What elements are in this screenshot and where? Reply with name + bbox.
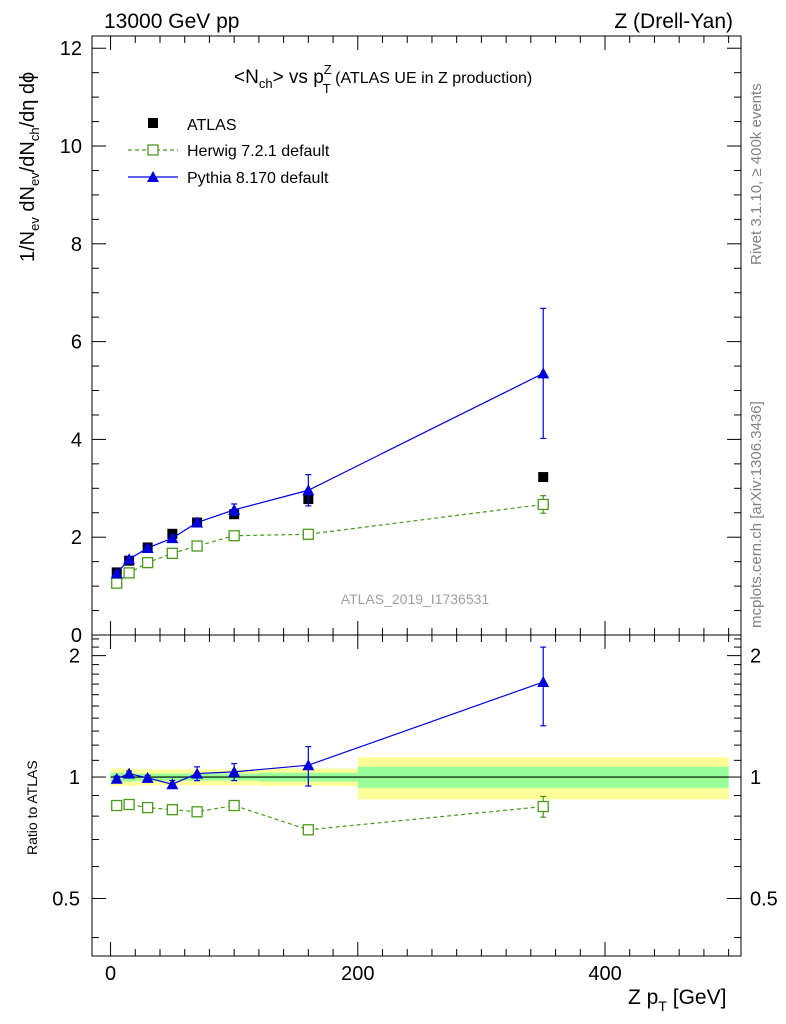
ratio-point-pythia-8-170-default-5 (228, 765, 241, 777)
ratio-plot-layer (110, 646, 729, 836)
main-point-pythia-8-170-default-5 (228, 503, 241, 515)
ratio-point-pythia-8-170-default-7 (537, 676, 550, 688)
legend-label-atlas: ATLAS (187, 117, 237, 134)
ratio-point-pythia-8-170-default-6 (302, 759, 315, 771)
main-line-pythia-8-170-default (116, 372, 544, 574)
ratio-line-herwig-7-2-1-default (116, 803, 544, 831)
xlabel-unit: [GeV] (667, 986, 727, 1009)
title-vs: > vs p (273, 67, 324, 88)
xlabel-sub: T (658, 998, 667, 1014)
legend-label-pythia: Pythia 8.170 default (187, 170, 329, 187)
x-tick-label-400: 400 (588, 963, 621, 985)
title-ch-sub: ch (259, 76, 273, 91)
main-plot-layer (110, 307, 550, 589)
ylabel-rest: /dη dϕ (17, 72, 39, 128)
main-point-pythia-8-170-default-0 (110, 567, 123, 579)
ratio-y-tick-label-left-2: 2 (69, 646, 80, 668)
main-point-herwig-7-2-1-default-7 (537, 498, 549, 511)
main-y-tick-label-6: 6 (71, 332, 82, 354)
title-z-sup: Z (324, 62, 332, 77)
main-point-herwig-7-2-1-default-6 (302, 528, 314, 540)
ratio-point-pythia-8-170-default-3 (166, 778, 179, 790)
main-point-herwig-7-2-1-default-5 (228, 530, 240, 542)
legend-label-herwig: Herwig 7.2.1 default (187, 143, 330, 160)
ratio-point-herwig-7-2-1-default-4 (191, 806, 203, 818)
main-y-tick-label-8: 8 (71, 234, 82, 256)
mcplots-label: mcplots.cern.ch [arXiv:1306.3436] (748, 401, 765, 628)
main-point-atlas-7 (538, 472, 549, 483)
ratio-ticks: 0 200 400 0.5 0.5 1 1 2 2 (52, 635, 778, 985)
main-point-pythia-8-170-default-4 (191, 516, 204, 528)
ratio-point-pythia-8-170-default-0 (110, 772, 123, 784)
main-point-herwig-7-2-1-default-1 (123, 567, 135, 579)
main-line-herwig-7-2-1-default (116, 503, 544, 584)
ylabel-sub-ev: ev (27, 217, 42, 231)
ratio-y-tick-label-right-2: 2 (750, 646, 761, 668)
main-point-pythia-8-170-default-1 (123, 553, 136, 565)
chart-title: <Nch> vs pZ T (ATLAS UE in Z production) (234, 62, 532, 96)
ylabel-main: 1/N (17, 231, 39, 262)
ratio-point-herwig-7-2-1-default-6 (302, 824, 314, 836)
main-point-pythia-8-170-default-3 (166, 532, 179, 544)
main-point-pythia-8-170-default-2 (141, 541, 154, 553)
title-t-sub: T (323, 81, 331, 96)
ratio-point-herwig-7-2-1-default-0 (111, 799, 123, 812)
ylabel-sub-ch: ch (27, 127, 42, 141)
main-y-tick-label-4: 4 (71, 429, 82, 451)
ratio-point-pythia-8-170-default-2 (141, 771, 154, 783)
xlabel-main: Z p (628, 986, 658, 1009)
legend-marker-pythia (147, 171, 159, 182)
ratio-point-herwig-7-2-1-default-1 (123, 798, 135, 811)
legend-marker-atlas (148, 118, 158, 128)
main-y-tick-label-10: 10 (60, 136, 82, 158)
title-lt: <N (234, 67, 259, 88)
rivet-label: Rivet 3.1.10, ≥ 400k events (748, 83, 765, 265)
ratio-point-pythia-8-170-default-4 (191, 767, 204, 779)
x-axis-label: Z pT [GeV] (628, 986, 726, 1014)
main-y-tick-label-2: 2 (71, 527, 82, 549)
legend: ATLAS Herwig 7.2.1 default Pythia 8.170 … (128, 117, 330, 187)
main-ticks: 0 2 4 6 8 10 12 (60, 36, 741, 647)
ratio-point-herwig-7-2-1-default-2 (141, 801, 154, 814)
x-tick-label-0: 0 (105, 963, 116, 985)
main-y-tick-label-12: 12 (60, 38, 82, 60)
ratio-point-herwig-7-2-1-default-5 (228, 799, 240, 812)
ratio-point-pythia-8-170-default-1 (123, 767, 136, 779)
header-left: 13000 GeV pp (104, 10, 239, 33)
main-point-herwig-7-2-1-default-0 (111, 577, 123, 589)
ratio-point-herwig-7-2-1-default-7 (537, 800, 549, 813)
legend-marker-herwig (147, 144, 159, 156)
ratio-panel: 0 200 400 0.5 0.5 1 1 2 2 Ratio to ATLAS (24, 634, 778, 985)
main-point-pythia-8-170-default-6 (302, 484, 315, 496)
analysis-watermark: ATLAS_2019_I1736531 (341, 591, 490, 607)
main-y-tick-label-0: 0 (71, 625, 82, 647)
main-point-herwig-7-2-1-default-2 (141, 556, 154, 569)
ratio-y-tick-label-left-1: 1 (69, 767, 80, 789)
ylabel-slash: /dN (17, 141, 39, 172)
ratio-y-tick-label-right-1: 1 (750, 767, 761, 789)
y-axis-label-main: 1/Nev dNev/dNch/dη dϕ (17, 72, 42, 262)
main-point-herwig-7-2-1-default-4 (191, 540, 203, 552)
ratio-y-tick-label-right-0.5: 0.5 (750, 888, 778, 910)
main-point-pythia-8-170-default-7 (537, 367, 550, 379)
header-right: Z (Drell-Yan) (614, 10, 733, 33)
ratio-y-tick-label-left-0.5: 0.5 (52, 888, 80, 910)
ylabel-sub-ev2: ev (27, 172, 42, 186)
ratio-point-herwig-7-2-1-default-3 (166, 804, 179, 816)
title-rest: (ATLAS UE in Z production) (331, 70, 533, 87)
x-tick-label-200: 200 (341, 963, 374, 985)
y-axis-label-ratio: Ratio to ATLAS (24, 760, 40, 855)
ylabel-dn: dN (17, 186, 39, 217)
main-point-herwig-7-2-1-default-3 (166, 547, 179, 559)
